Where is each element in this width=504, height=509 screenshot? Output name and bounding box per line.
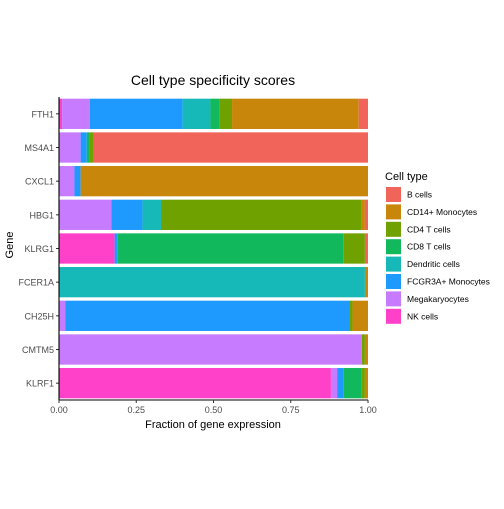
bar-hbg1-cd4-t-cells [160,199,362,230]
legend-label-cd14-monocytes: CD14+ Monocytes [407,207,477,217]
bar-hbg1-b-cells [364,199,368,230]
bar-cxcl1-cd14-monocytes [80,166,368,197]
y-axis: FTH1 MS4A1 CXCL1 HBG1 KLRG1 FCER1A CH25H CMTM5 K… [18,97,60,400]
bar-hbg1-dendritic-cells [142,199,161,230]
bar-fth1-cd4-t-cells [219,98,233,129]
bar-ms4a1-cd8-t-cells [86,132,90,163]
bar-ms4a1-megakaryocytes [59,132,81,163]
legend-key-cd4-t-cells [386,221,401,237]
bar-hbg1-fcgr3a-monocytes [111,199,143,230]
bar-ms4a1-cd4-t-cells [89,132,93,163]
bar-fth1-b-cells [358,98,368,129]
legend-label-cd4-t-cells: CD4 T cells [407,224,451,234]
x-tick-label: 0.50 [205,405,223,415]
x-tick-label: 1.00 [359,405,377,415]
bar-ms4a1-b-cells [92,132,369,163]
x-tick-label: 0.75 [282,405,300,415]
x-tick-label: 0.00 [50,405,68,415]
bar-klrf1-nk-cells [59,368,331,399]
legend-key-nk-cells [386,308,401,324]
y-tick-label: FTH1 [32,109,55,119]
chart-title: Cell type specificity scores [131,72,295,88]
bar-cmtm5-cd14-monocytes [364,334,368,365]
legend-label-b-cells: B cells [407,190,432,200]
legend-label-cd8-t-cells: CD8 T cells [407,242,451,252]
y-tick-label: CXCL1 [25,177,54,187]
bar-klrf1-cd4-t-cells [361,368,365,399]
bar-hbg1-cd14-monocytes [361,199,365,230]
legend-key-fcgr3a-monocytes [386,274,401,289]
bar-fth1-dendritic-cells [182,98,211,129]
bar-cxcl1-megakaryocytes [59,166,75,197]
y-tick-label: HBG1 [29,210,54,220]
y-tick-label: CH25H [24,311,54,321]
legend-key-cd14-monocytes [386,204,401,220]
legend-title: Cell type [385,171,428,183]
y-tick-label: FCER1A [18,278,54,288]
bar-cmtm5-cd4-t-cells [361,334,365,365]
bar-klrg1-b-cells [364,233,368,264]
y-tick-label: CMTM5 [22,345,54,355]
bar-klrg1-cd4-t-cells [343,233,365,264]
bar-klrg1-nk-cells [59,233,115,264]
bar-ch25h-cd14-monocytes [352,300,368,331]
bar-fth1-megakaryocytes [62,98,90,129]
bar-fth1-cd14-monocytes [232,98,359,129]
legend-key-dendritic-cells [386,256,401,272]
bar-klrf1-fcgr3a-monocytes [337,368,344,399]
y-tick-label: MS4A1 [24,143,54,153]
bar-ch25h-fcgr3a-monocytes [65,300,350,331]
bar-ch25h-cd4-t-cells [349,300,353,331]
legend-key-megakaryocytes [386,291,401,307]
bar-fth1-fcgr3a-monocytes [89,98,183,129]
bar-klrg1-cd8-t-cells [117,233,344,264]
legend-key-b-cells [386,187,401,202]
bar-klrg1-fcgr3a-monocytes [114,233,118,264]
plot-area [59,98,369,399]
x-axis: 0.00 0.25 0.50 0.75 1.00 [50,399,377,415]
y-tick-label: KLRF1 [26,379,54,389]
legend: Cell type B cells CD14+ Monocytes CD4 T ce… [385,171,490,324]
legend-key-cd8-t-cells [386,239,401,255]
legend-label-fcgr3a-monocytes: FCGR3A+ Monocytes [407,277,490,287]
bar-ms4a1-fcgr3a-monocytes [80,132,87,163]
bar-fcer1a-dendritic-cells [59,267,365,298]
x-axis-title: Fraction of gene expression [145,419,281,431]
x-tick-label: 0.25 [127,405,145,415]
bar-fth1-nk-cells [59,98,63,129]
bar-cxcl1-fcgr3a-monocytes [74,166,81,197]
bar-fcer1a-cd14-monocytes [364,267,368,298]
bar-klrf1-megakaryocytes [330,368,338,399]
bar-klrf1-cd14-monocytes [364,368,368,399]
bar-klrf1-cd8-t-cells [343,368,362,399]
legend-label-megakaryocytes: Megakaryocytes [407,294,469,304]
legend-label-dendritic-cells: Dendritic cells [407,259,460,269]
y-tick-label: KLRG1 [24,244,54,254]
legend-label-nk-cells: NK cells [407,311,438,321]
bar-hbg1-megakaryocytes [59,199,112,230]
bar-ch25h-megakaryocytes [59,300,66,331]
bar-fth1-cd8-t-cells [210,98,220,129]
y-axis-title: Gene [4,232,16,259]
bar-cmtm5-megakaryocytes [59,334,362,365]
